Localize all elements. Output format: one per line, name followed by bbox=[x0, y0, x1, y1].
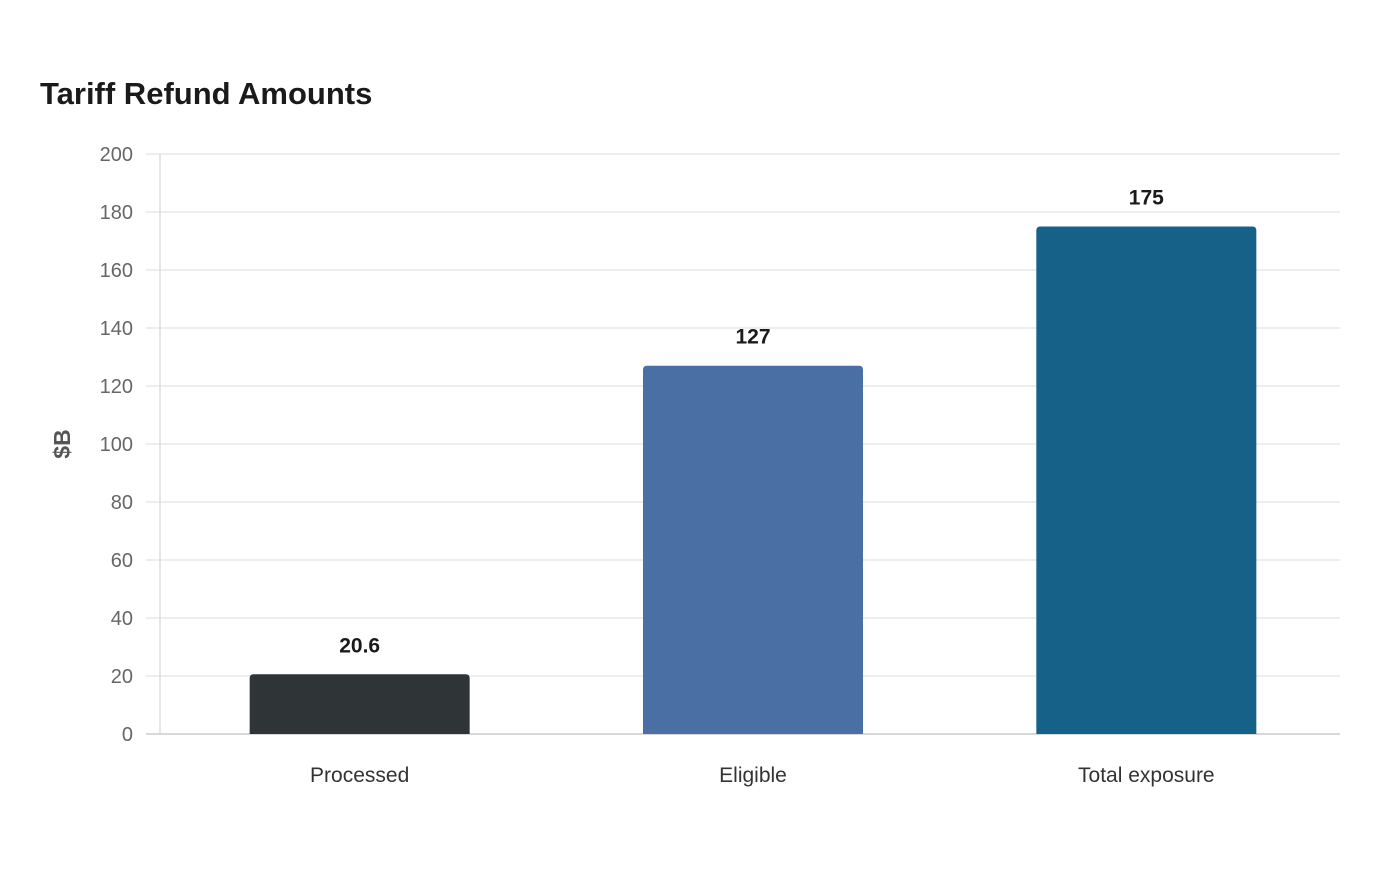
y-tick-label: 60 bbox=[111, 550, 133, 572]
y-tick-label: 40 bbox=[111, 608, 133, 630]
y-axis-title: $B bbox=[49, 429, 75, 458]
y-tick-label: 180 bbox=[100, 202, 133, 224]
bar-processed bbox=[249, 674, 470, 734]
x-axis-categories: Processed Eligible Total exposure bbox=[310, 764, 1215, 787]
data-label: 20.6 bbox=[339, 634, 380, 657]
y-tick-label: 200 bbox=[100, 144, 133, 166]
y-tick-label: 20 bbox=[111, 666, 133, 688]
y-tick-label: 120 bbox=[100, 376, 133, 398]
chart-title: Tariff Refund Amounts bbox=[40, 76, 373, 111]
bars bbox=[249, 226, 1257, 734]
y-tick-label: 100 bbox=[100, 434, 133, 456]
y-tick-label: 160 bbox=[100, 260, 133, 282]
y-tick-label: 140 bbox=[100, 318, 133, 340]
x-category-label: Processed bbox=[310, 764, 409, 787]
data-label: 127 bbox=[735, 326, 770, 349]
bar-eligible bbox=[643, 365, 863, 734]
data-label: 175 bbox=[1129, 187, 1164, 210]
x-category-label: Total exposure bbox=[1078, 764, 1215, 787]
y-tick-label: 80 bbox=[111, 492, 133, 514]
x-category-label: Eligible bbox=[719, 764, 787, 787]
data-labels: 20.6 127 175 bbox=[339, 187, 1164, 658]
y-axis-ticks: 0 20 40 60 80 100 120 140 160 180 200 bbox=[100, 144, 133, 746]
y-tick-label: 0 bbox=[122, 724, 133, 746]
bar-total-exposure bbox=[1036, 226, 1257, 734]
